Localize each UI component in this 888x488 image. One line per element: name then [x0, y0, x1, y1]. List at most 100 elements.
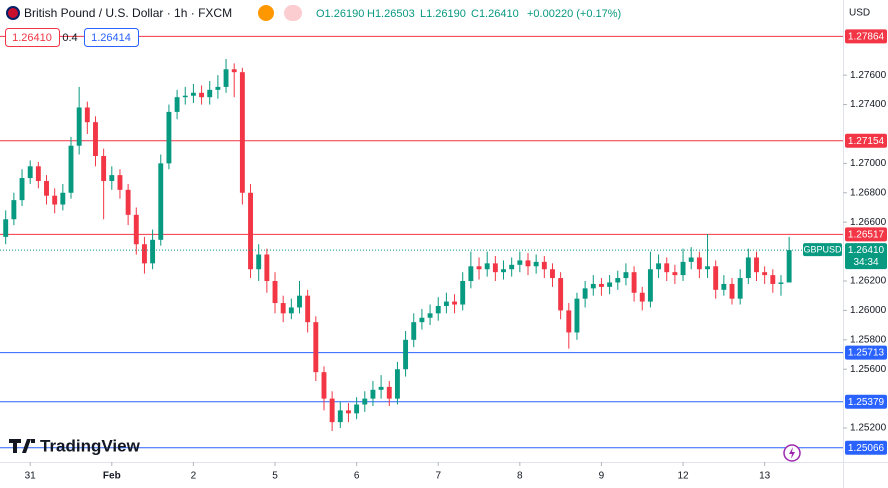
x-tick-label: 7 [435, 471, 441, 482]
x-tick-label: 9 [599, 471, 605, 482]
candle-body [11, 200, 17, 220]
candle-body [656, 263, 662, 270]
candle-body [705, 266, 710, 270]
candle-body [174, 97, 180, 112]
candle-body [207, 89, 213, 98]
spread: 0.4 [62, 32, 77, 44]
candle-body [639, 292, 645, 302]
candle-body [754, 257, 759, 273]
candle-body [484, 263, 490, 270]
ohlc-change: +0.00220 (+0.17%) [527, 8, 621, 20]
x-tick-label: 5 [272, 471, 278, 482]
status-icon [284, 5, 302, 21]
candle-body [133, 214, 139, 245]
candle-body [19, 178, 25, 201]
level-label: 1.25379 [848, 397, 885, 408]
candle-body [647, 269, 653, 302]
candle-body [362, 398, 368, 405]
candle-body [280, 303, 286, 314]
logo-text: TradingView [40, 436, 141, 455]
ask-price: 1.26414 [91, 32, 131, 44]
candle-body [623, 272, 629, 279]
y-tick-label: 1.26000 [850, 305, 887, 316]
level-label: 1.26517 [848, 230, 885, 241]
candle-body [166, 111, 172, 164]
candle-body [615, 278, 621, 283]
candle-body [558, 278, 564, 311]
candle-body [745, 257, 751, 279]
candle-body [427, 313, 433, 318]
candle-body [778, 282, 784, 284]
symbol-tag-label: GBPUSD [803, 244, 842, 254]
candle-body [468, 266, 474, 281]
candle-body [501, 269, 506, 273]
candle-body [68, 145, 74, 193]
candle-body [460, 280, 466, 305]
candle-body [419, 317, 425, 323]
plot [0, 35, 843, 449]
ohlc-low: L1.26190 [420, 8, 466, 20]
candle-body [84, 107, 90, 123]
candle-body [607, 282, 613, 287]
level-tag [845, 345, 887, 360]
flash-glyph [789, 447, 795, 459]
candle-body [101, 156, 107, 182]
candle-body [492, 263, 498, 273]
candle-body [443, 301, 449, 306]
y-tick-label: 1.26800 [850, 187, 887, 198]
candle-body [199, 92, 205, 98]
candle-body [182, 95, 188, 98]
y-tick-label: 1.27400 [850, 99, 887, 110]
overlay: British Pound / U.S. Dollar · 1h · FXCM … [0, 0, 871, 462]
x-tick-label: 13 [759, 471, 771, 482]
candle-body [598, 283, 604, 287]
y-tick-label: 1.26200 [850, 276, 887, 287]
sell-button[interactable] [5, 28, 60, 47]
level-tag [845, 133, 887, 148]
level-label: 1.25713 [848, 348, 885, 359]
candle-body [272, 280, 278, 304]
candle-body [452, 301, 457, 305]
candle-body [3, 219, 9, 237]
candle-body [509, 264, 515, 270]
symbol-tag [803, 243, 842, 257]
candle-body [550, 269, 555, 279]
candle-body [435, 305, 441, 314]
y-tick-label: 1.25800 [850, 334, 887, 345]
candle-body [737, 278, 743, 299]
candle-body [403, 339, 409, 370]
candle-body [125, 189, 131, 215]
candle-body [158, 163, 164, 240]
candle-body [370, 389, 376, 399]
candle-body [688, 257, 694, 262]
candle-body [190, 92, 196, 96]
candle-body [329, 398, 335, 423]
candle-body [215, 86, 221, 90]
header-bg [0, 0, 640, 26]
candle-body [231, 69, 237, 73]
candle-body [239, 72, 245, 193]
y-tick-label: 1.27000 [850, 158, 887, 169]
candle-body [582, 288, 588, 299]
candle-body [52, 195, 58, 205]
candle-body [248, 192, 253, 270]
level-tag [845, 227, 887, 242]
candle-body [525, 260, 531, 267]
candle-body [713, 266, 719, 290]
candle-body [541, 261, 547, 270]
x-tick-label: Feb [103, 471, 121, 482]
candle-body [150, 239, 156, 264]
y-tick-label: 1.25200 [850, 423, 887, 434]
candle-body [566, 310, 572, 333]
buy-button[interactable] [84, 28, 139, 47]
symbol-title: British Pound / U.S. Dollar · 1h · FXCM [24, 6, 232, 20]
candle-body [27, 166, 33, 179]
candle-body [264, 254, 270, 281]
candle-body [305, 295, 311, 323]
candle-body [223, 69, 229, 87]
candle-body [672, 272, 678, 276]
candle-body [729, 283, 735, 299]
flag-icon [6, 6, 20, 20]
logo-mark [9, 439, 35, 453]
